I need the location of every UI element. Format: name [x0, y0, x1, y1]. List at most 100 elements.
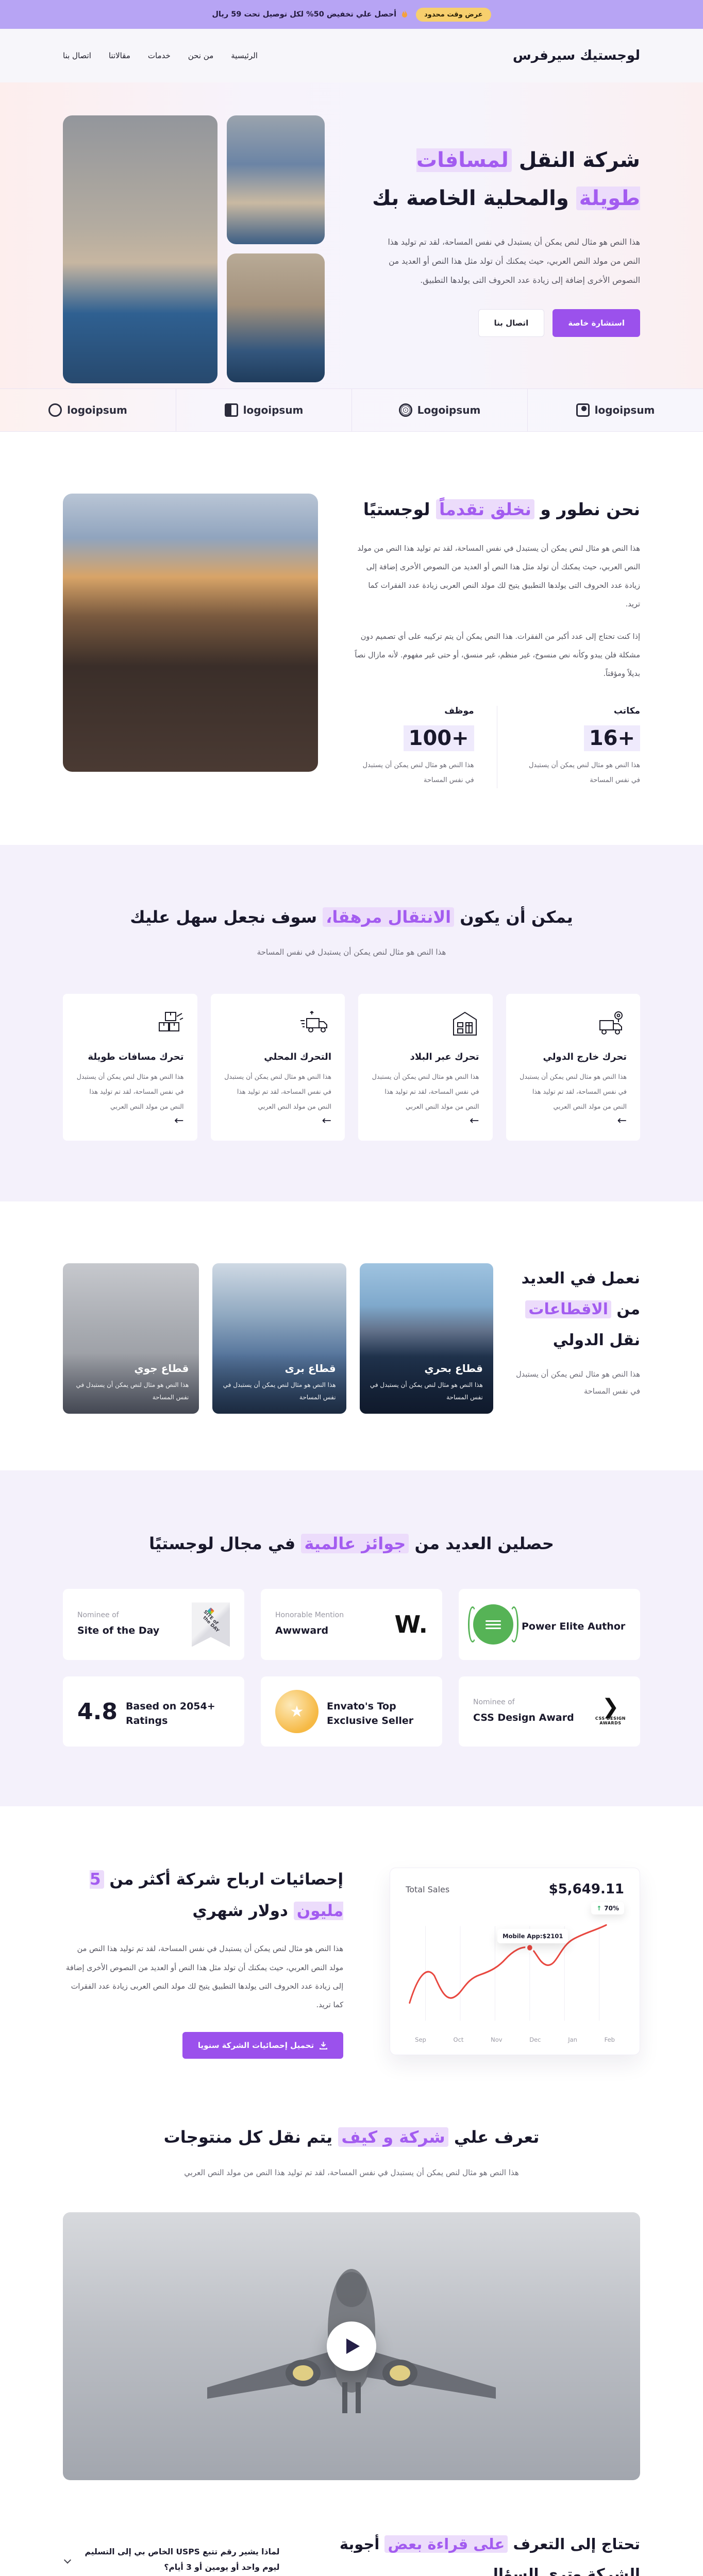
about-title-highlight: نخلق تقدماً [436, 499, 534, 519]
stat-offices: مكاتب +16 هذا النص هو مثال لنص يمكن أن ي… [528, 706, 640, 785]
hero-photo-van [227, 253, 325, 382]
sectors-heading: نعمل في العديد من الاقطاعات نقل الدولي ه… [507, 1263, 640, 1401]
service-arrow-icon[interactable]: ← [617, 1114, 627, 1127]
award-ratings: 4.8 Based on 2054+ Ratings [63, 1676, 244, 1747]
revenue-stats-section: Total Sales $5,649.11 ↑ 70% Mobile App:$2… [0, 1806, 703, 2120]
nav-item-services[interactable]: خدمات [147, 51, 171, 60]
hero-paragraph: هذا النص هو مثال لنص يمكن أن يستبدل في ن… [388, 238, 640, 285]
stat-employees: موظف +100 هذا النص هو مثال لنص يمكن أن ي… [354, 706, 497, 788]
fire-icon [402, 10, 408, 18]
logoipsum-doc-icon [576, 403, 590, 417]
about-title: نحن نطور و نخلق تقدماً لوجستيًا [363, 499, 640, 519]
video-title: تعرف علي شركة و كيف يتم نقل كل منتوجات [163, 2127, 540, 2147]
about-section: نحن نطور و نخلق تقدماً لوجستيًا هذا النص… [0, 432, 703, 845]
truck-location-icon [520, 1009, 627, 1041]
nav-item-home[interactable]: الرئيسية [231, 51, 258, 60]
hero-photo-worker [63, 115, 217, 383]
service-arrow-icon[interactable]: ← [322, 1114, 331, 1127]
award-site-of-day: Nominee of Site of the Day SITE of the DAY [63, 1589, 244, 1660]
sector-card-air[interactable]: قطاع جوي هذا النص هو مثال لنص يمكن أن يست… [63, 1263, 199, 1414]
laurel-wreath-icon [468, 1604, 518, 1645]
download-icon [320, 2041, 328, 2049]
services-subtitle: هذا النص هو مثال لنص يمكن أن يستبدل في ن… [257, 947, 446, 957]
logoipsum-sphere-icon [398, 403, 412, 417]
award-power-elite: Power Elite Author [459, 1589, 640, 1660]
service-arrow-icon[interactable]: ← [470, 1114, 479, 1127]
hero-title: شركة النقل لمسافات طويلة والمحلية الخاصة… [372, 148, 640, 210]
award-envato: ★ Envato's Top Exclusive Seller [261, 1676, 442, 1747]
faq-title-highlight: على قراءة بعض [384, 2535, 508, 2553]
faq-section: لماذا يشير رقم تتبع USPS الخاص بي إلى ال… [0, 2480, 703, 2576]
awards-title-highlight: جوائز عالمية [301, 1533, 409, 1553]
change-badge: ↑ 70% [591, 1902, 624, 1915]
service-card-international: تحرك خارج الدولي هذا النص هو مثال لنص يم… [506, 994, 640, 1141]
css-design-awards-icon: ❯ CSS DESIGN AWARDS [595, 1695, 626, 1726]
sectors-subtitle: هذا النص هو مثال لنص يمكن أن يستبدل في ن… [516, 1370, 640, 1396]
nav-item-articles[interactable]: مقالاتنا [108, 51, 130, 60]
contact-button[interactable]: اتصال بنا [478, 309, 545, 337]
service-arrow-icon[interactable]: ← [174, 1114, 184, 1127]
sector-card-sea[interactable]: قطاع بحري هذا النص هو مثال لنص يمكن أن يس… [359, 1263, 493, 1414]
nav-item-contact[interactable]: اتصال بنا [63, 51, 91, 60]
partner-logos: logoipsum logoipsum Logoipsum logoipsum [0, 388, 703, 432]
offer-text: أحصل علي تخفيض 50% لكل توصيل تحت 59 ريال [212, 10, 409, 19]
revenue-copy: إحصائيات ارباح شركة أكثر من 5 مليون دولا… [63, 1864, 344, 2059]
warehouse-icon [372, 1009, 479, 1041]
limited-offer-badge: عرض وقت محدود [416, 7, 491, 22]
service-card-crosscountry: تحرك عبر البلاد هذا النص هو مثال لنص يمك… [358, 994, 493, 1141]
sectors-section: نعمل في العديد من الاقطاعات نقل الدولي ه… [0, 1201, 703, 1470]
logoipsum-half-icon [224, 403, 238, 417]
about-photo-trains [63, 494, 319, 772]
award-awwwards: Honorable Mention Awwward W. [261, 1589, 442, 1660]
main-nav: الرئيسية من نحن خدمات مقالاتنا اتصال بنا [63, 51, 258, 60]
faq-heading: تحتاج إلى التعرف على قراءة بعض أجوبة الش… [323, 2529, 640, 2576]
sector-card-land[interactable]: قطاع برى هذا النص هو مثال لنص يمكن أن يست… [212, 1263, 346, 1414]
services-section: يمكن أن يكون الانتقال مرهقا، سوف نجعل سه… [0, 844, 703, 1201]
chevron-down-icon [63, 2556, 72, 2564]
total-sales-chart-card: Total Sales $5,649.11 ↑ 70% Mobile App:$2… [390, 1868, 640, 2056]
stat-employees-value: +100 [403, 725, 474, 752]
sectors-title: نعمل في العديد من الاقطاعات نقل الدولي [521, 1269, 640, 1349]
partner-logo-1: logoipsum [0, 389, 176, 431]
envato-star-icon: ★ [275, 1690, 319, 1734]
service-card-longdistance: تحرك مسافات طويلة هذا النص هو مثال لنص ي… [63, 994, 197, 1141]
faq-list: لماذا يشير رقم تتبع USPS الخاص بي إلى ال… [63, 2529, 281, 2576]
brand-logo[interactable]: لوجستيك سيرفرس [512, 48, 640, 63]
award-cssda: Nominee of CSS Design Award ❯ CSS DESIGN AW… [459, 1676, 640, 1747]
hero-images [63, 115, 334, 383]
hero-copy: شركة النقل لمسافات طويلة والمحلية الخاصة… [355, 115, 640, 337]
site-of-day-ribbon-icon: SITE of the DAY [192, 1602, 230, 1647]
services-title: يمكن أن يكون الانتقال مرهقا، سوف نجعل سه… [130, 907, 573, 927]
video-title-highlight: شركة و كيف [338, 2127, 448, 2147]
about-paragraph-1: هذا النص هو مثال لنص يمكن أن يستبدل في ن… [357, 544, 640, 609]
video-subtitle: هذا النص هو مثال لنص يمكن أن يستبدل في ن… [184, 2168, 519, 2178]
video-section: تعرف علي شركة و كيف يتم نقل كل منتوجات ه… [0, 2120, 703, 2481]
rating-value: 4.8 [77, 1698, 118, 1725]
awards-title: حصلين العديد من جوائز عالمية في مجال لوج… [149, 1533, 554, 1553]
awards-section: حصلين العديد من جوائز عالمية في مجال لوج… [0, 1470, 703, 1807]
promo-topbar: عرض وقت محدود أحصل علي تخفيض 50% لكل توص… [0, 0, 703, 29]
download-stats-button[interactable]: تحميل إحصائيات الشركة سنويا [182, 2032, 344, 2059]
up-arrow-icon: ↑ [596, 1905, 602, 1912]
awwwards-w-icon: W. [394, 1611, 428, 1639]
site-header: لوجستيك سيرفرس الرئيسية من نحن خدمات مقا… [0, 29, 703, 82]
sectors-title-highlight: الاقطاعات [525, 1300, 611, 1318]
partner-logo-4: logoipsum [527, 389, 703, 431]
about-copy: نحن نطور و نخلق تقدماً لوجستيًا هذا النص… [354, 494, 640, 788]
delivery-truck-icon [224, 1009, 332, 1041]
company-video[interactable] [63, 2212, 640, 2481]
hero-section: شركة النقل لمسافات طويلة والمحلية الخاصة… [0, 82, 703, 388]
play-button[interactable] [327, 2321, 376, 2371]
consultation-button[interactable]: استشارة خاصة [553, 309, 640, 337]
services-title-highlight: الانتقال مرهقا، [323, 907, 455, 927]
faq-title: تحتاج إلى التعرف على قراءة بعض أجوبة الش… [339, 2535, 640, 2576]
service-card-local: التحرك المحلي هذا النص هو مثال لنص يمكن … [210, 994, 345, 1141]
hero-photo-clipboard [227, 115, 325, 244]
logoipsum-circle-icon [48, 403, 62, 417]
partner-logo-3: Logoipsum [352, 389, 527, 431]
revenue-paragraph: هذا النص هو مثال لنص يمكن أن يستبدل في ن… [66, 1945, 344, 2010]
stat-offices-value: +16 [583, 725, 640, 752]
nav-item-about[interactable]: من نحن [188, 51, 214, 60]
chart-total-value: $5,649.11 [548, 1882, 624, 1897]
faq-item-1[interactable]: لماذا يشير رقم تتبع USPS الخاص بي إلى ال… [63, 2529, 281, 2576]
